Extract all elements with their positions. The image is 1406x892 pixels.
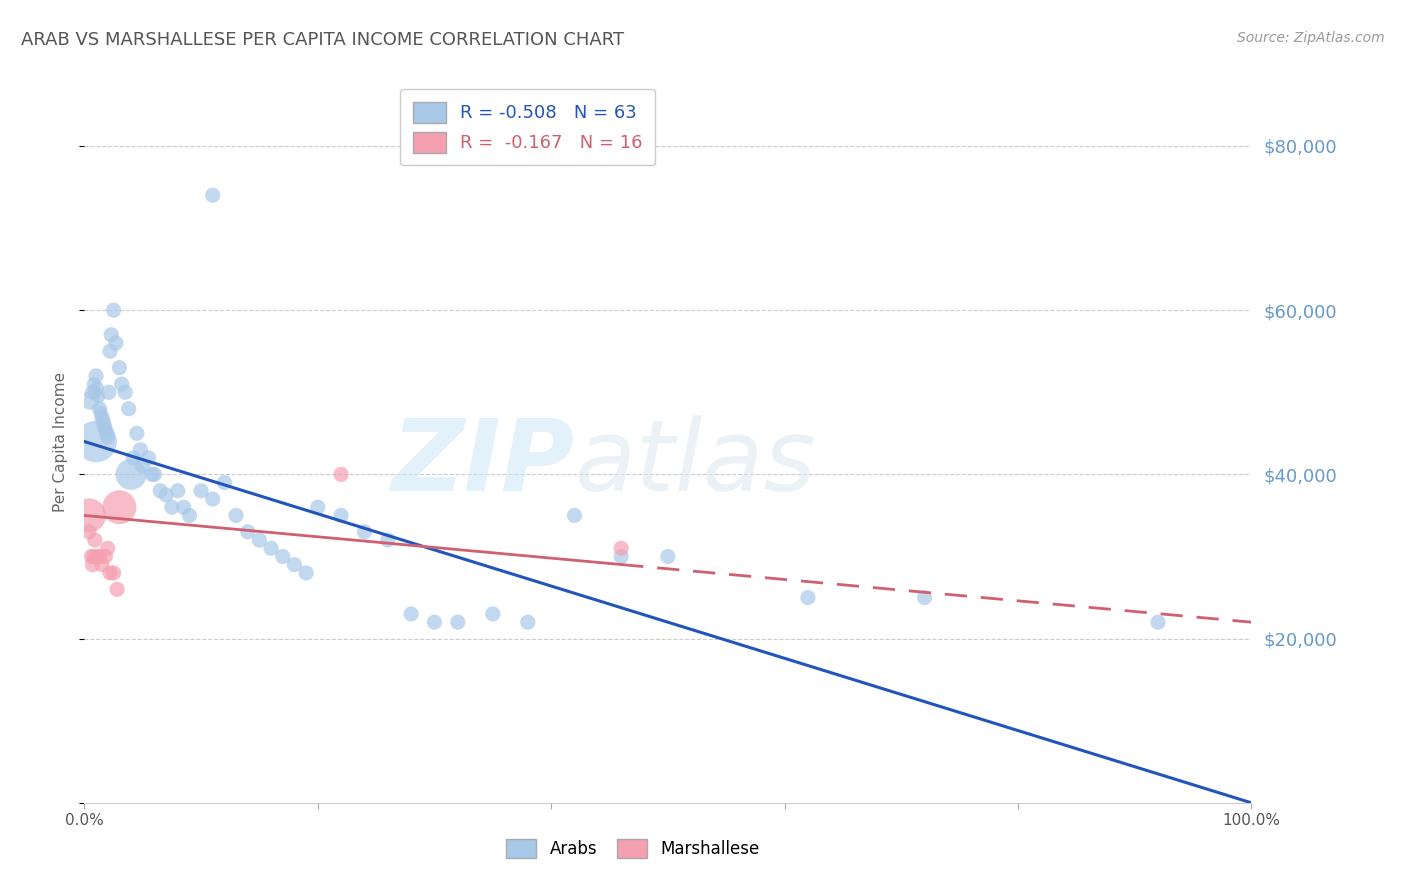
Point <box>105 582 128 597</box>
Point <box>353 524 375 539</box>
Text: Source: ZipAtlas.com: Source: ZipAtlas.com <box>1237 31 1385 45</box>
Point <box>141 467 163 482</box>
Point <box>84 368 107 383</box>
Text: ZIP: ZIP <box>391 415 575 512</box>
Point <box>98 566 121 580</box>
Point <box>120 467 142 482</box>
Point <box>377 533 399 547</box>
Point <box>93 418 115 433</box>
Point <box>87 389 110 403</box>
Point <box>132 459 155 474</box>
Point <box>89 401 111 416</box>
Point <box>214 475 236 490</box>
Point <box>104 336 127 351</box>
Point <box>283 558 305 572</box>
Point <box>114 385 136 400</box>
Point <box>83 377 105 392</box>
Y-axis label: Per Capita Income: Per Capita Income <box>53 371 69 512</box>
Point <box>173 500 195 515</box>
Point <box>100 327 122 342</box>
Point <box>225 508 247 523</box>
Point <box>97 430 120 444</box>
Point <box>249 533 271 547</box>
Point <box>481 607 505 621</box>
Text: ARAB VS MARSHALLESE PER CAPITA INCOME CORRELATION CHART: ARAB VS MARSHALLESE PER CAPITA INCOME CO… <box>21 31 624 49</box>
Point <box>82 385 104 400</box>
Point <box>516 615 538 630</box>
Text: atlas: atlas <box>575 415 815 512</box>
Point <box>86 549 108 564</box>
Point <box>1147 615 1170 630</box>
Point <box>103 303 125 318</box>
Point <box>122 450 145 465</box>
Point <box>89 549 111 564</box>
Point <box>166 483 188 498</box>
Point <box>260 541 283 556</box>
Point <box>138 450 160 465</box>
Point <box>236 524 259 539</box>
Point <box>83 385 105 400</box>
Point <box>77 508 100 523</box>
Point <box>98 344 121 359</box>
Point <box>91 414 114 428</box>
Point <box>118 401 141 416</box>
Point <box>129 442 152 457</box>
Point <box>97 541 120 556</box>
Point <box>179 508 201 523</box>
Point <box>657 549 679 564</box>
Point <box>83 549 105 564</box>
Point <box>90 409 112 424</box>
Point <box>295 566 318 580</box>
Point <box>610 541 633 556</box>
Point <box>86 381 108 395</box>
Point <box>108 500 131 515</box>
Point <box>914 591 936 605</box>
Point <box>271 549 294 564</box>
Point <box>797 591 820 605</box>
Point <box>97 385 120 400</box>
Point <box>90 406 112 420</box>
Point <box>125 426 148 441</box>
Point <box>307 500 329 515</box>
Point <box>108 360 131 375</box>
Point <box>80 549 103 564</box>
Point <box>84 434 107 449</box>
Point <box>94 422 117 436</box>
Point <box>330 508 353 523</box>
Point <box>190 483 212 498</box>
Point <box>610 549 633 564</box>
Point <box>399 607 422 621</box>
Point <box>111 377 134 392</box>
Legend: Arabs, Marshallese: Arabs, Marshallese <box>498 830 768 867</box>
Point <box>423 615 446 630</box>
Point <box>96 426 118 441</box>
Point <box>564 508 586 523</box>
Point <box>77 524 100 539</box>
Point <box>82 558 104 572</box>
Point <box>201 188 224 202</box>
Point <box>201 491 224 506</box>
Point <box>160 500 183 515</box>
Point <box>90 558 112 572</box>
Point <box>94 549 117 564</box>
Point <box>330 467 353 482</box>
Point <box>143 467 166 482</box>
Point <box>149 483 172 498</box>
Point <box>447 615 470 630</box>
Point <box>103 566 125 580</box>
Point <box>155 488 177 502</box>
Point <box>79 393 101 408</box>
Point <box>83 533 105 547</box>
